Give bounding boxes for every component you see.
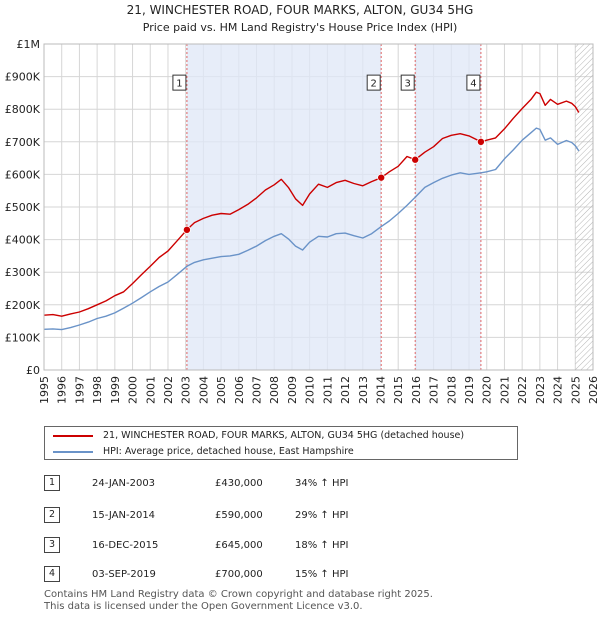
y-tick-label: £400K bbox=[5, 234, 41, 247]
y-tick-label: £500K bbox=[5, 201, 41, 214]
y-tick-label: £800K bbox=[5, 103, 41, 116]
sale-marker-box bbox=[172, 74, 187, 91]
x-tick-label: 2002 bbox=[162, 376, 175, 404]
y-tick-label: £700K bbox=[5, 136, 41, 149]
x-tick-label: 2014 bbox=[374, 376, 387, 404]
price-chart: 1 2 3 4 £0 £100K £200K £300K £400K £500K £600K £70… bbox=[5, 3, 600, 404]
x-tick-label: 2011 bbox=[321, 376, 334, 404]
transaction-price: £645,000 bbox=[215, 540, 263, 551]
y-tick-label: £1M bbox=[17, 38, 41, 51]
transaction-hpi: 15% ↑ HPI bbox=[295, 569, 349, 580]
y-tick-label: £600K bbox=[5, 168, 41, 181]
x-tick-label: 2000 bbox=[127, 376, 140, 404]
legend-item-hpi: HPI: Average price, detached house, East… bbox=[53, 444, 354, 460]
sale-marker-box bbox=[400, 74, 415, 91]
transaction-hpi: 18% ↑ HPI bbox=[295, 540, 349, 551]
x-tick-label: 2006 bbox=[233, 376, 246, 404]
transaction-hpi: 29% ↑ HPI bbox=[295, 510, 349, 521]
x-tick-label: 2022 bbox=[516, 376, 529, 404]
transaction-price: £700,000 bbox=[215, 569, 263, 580]
x-tick-label: 1998 bbox=[91, 376, 104, 404]
transaction-number: 2 bbox=[44, 507, 60, 523]
hpi-line bbox=[43, 127, 580, 331]
y-tick-label: £300K bbox=[5, 266, 41, 279]
x-tick-label: 2025 bbox=[569, 376, 582, 404]
x-tick-label: 2013 bbox=[357, 376, 370, 404]
transaction-date: 16-DEC-2015 bbox=[92, 540, 159, 551]
y-tick-label: £900K bbox=[5, 71, 41, 84]
legend-label-property: 21, WINCHESTER ROAD, FOUR MARKS, ALTON, … bbox=[103, 430, 465, 441]
x-tick-label: 2024 bbox=[552, 376, 565, 404]
legend-swatch-property bbox=[53, 434, 93, 437]
x-tick-label: 2007 bbox=[251, 376, 264, 404]
x-tick-label: 1996 bbox=[56, 376, 69, 404]
transaction-date: 24-JAN-2003 bbox=[92, 478, 156, 489]
x-tick-label: 2012 bbox=[339, 376, 352, 404]
shaded-period bbox=[415, 44, 481, 370]
x-tick-label: 2018 bbox=[445, 376, 458, 404]
x-tick-label: 2004 bbox=[197, 376, 210, 404]
x-tick-label: 2023 bbox=[534, 376, 547, 404]
sale-point bbox=[411, 155, 420, 164]
sale-marker-box bbox=[366, 74, 381, 91]
property-price-line bbox=[43, 91, 580, 317]
legend-label-hpi: HPI: Average price, detached house, East… bbox=[103, 446, 354, 457]
x-tick-label: 1999 bbox=[109, 376, 122, 404]
plot-border bbox=[43, 43, 594, 371]
sale-marker-label: 1 bbox=[176, 79, 182, 90]
footer-copyright: Contains HM Land Registry data © Crown c… bbox=[44, 589, 433, 600]
sale-marker-label: 2 bbox=[371, 79, 377, 90]
forecast-region bbox=[575, 44, 593, 370]
chart-legend: 21, WINCHESTER ROAD, FOUR MARKS, ALTON, … bbox=[44, 426, 518, 460]
sale-point bbox=[182, 225, 191, 234]
transaction-price: £590,000 bbox=[215, 510, 263, 521]
transaction-hpi: 34% ↑ HPI bbox=[295, 478, 349, 489]
x-tick-label: 2010 bbox=[304, 376, 317, 404]
x-tick-label: 2005 bbox=[215, 376, 228, 404]
x-tick-label: 1997 bbox=[73, 376, 86, 404]
sale-marker-box bbox=[466, 74, 481, 91]
x-tick-label: 2003 bbox=[180, 376, 193, 404]
y-tick-label: £200K bbox=[5, 299, 41, 312]
transaction-date: 03-SEP-2019 bbox=[92, 569, 156, 580]
x-tick-label: 2017 bbox=[428, 376, 441, 404]
x-tick-label: 2016 bbox=[410, 376, 423, 404]
shaded-period bbox=[186, 44, 382, 370]
transaction-number: 4 bbox=[44, 566, 60, 582]
transaction-price: £430,000 bbox=[215, 478, 263, 489]
legend-swatch-hpi bbox=[53, 450, 93, 453]
x-tick-label: 2009 bbox=[286, 376, 299, 404]
x-tick-label: 2015 bbox=[392, 376, 405, 404]
x-tick-label: 2021 bbox=[498, 376, 511, 404]
sale-point bbox=[476, 137, 485, 146]
x-tick-label: 2019 bbox=[463, 376, 476, 404]
legend-item-property: 21, WINCHESTER ROAD, FOUR MARKS, ALTON, … bbox=[53, 428, 464, 444]
x-tick-label: 2001 bbox=[144, 376, 157, 404]
y-tick-label: £0 bbox=[26, 364, 40, 377]
transaction-date: 15-JAN-2014 bbox=[92, 510, 156, 521]
chart-subtitle: Price paid vs. HM Land Registry's House … bbox=[143, 21, 458, 34]
x-tick-label: 1995 bbox=[38, 376, 51, 404]
x-tick-label: 2020 bbox=[481, 376, 494, 404]
chart-title: 21, WINCHESTER ROAD, FOUR MARKS, ALTON, … bbox=[127, 3, 474, 17]
x-tick-label: 2008 bbox=[268, 376, 281, 404]
x-tick-label: 2026 bbox=[587, 376, 600, 404]
transaction-number: 1 bbox=[44, 475, 60, 491]
sale-marker-label: 4 bbox=[470, 79, 476, 90]
sale-marker-label: 3 bbox=[405, 79, 411, 90]
y-tick-label: £100K bbox=[5, 331, 41, 344]
footer-licence: This data is licensed under the Open Gov… bbox=[44, 601, 363, 612]
transaction-number: 3 bbox=[44, 537, 60, 553]
sale-point bbox=[377, 173, 386, 182]
